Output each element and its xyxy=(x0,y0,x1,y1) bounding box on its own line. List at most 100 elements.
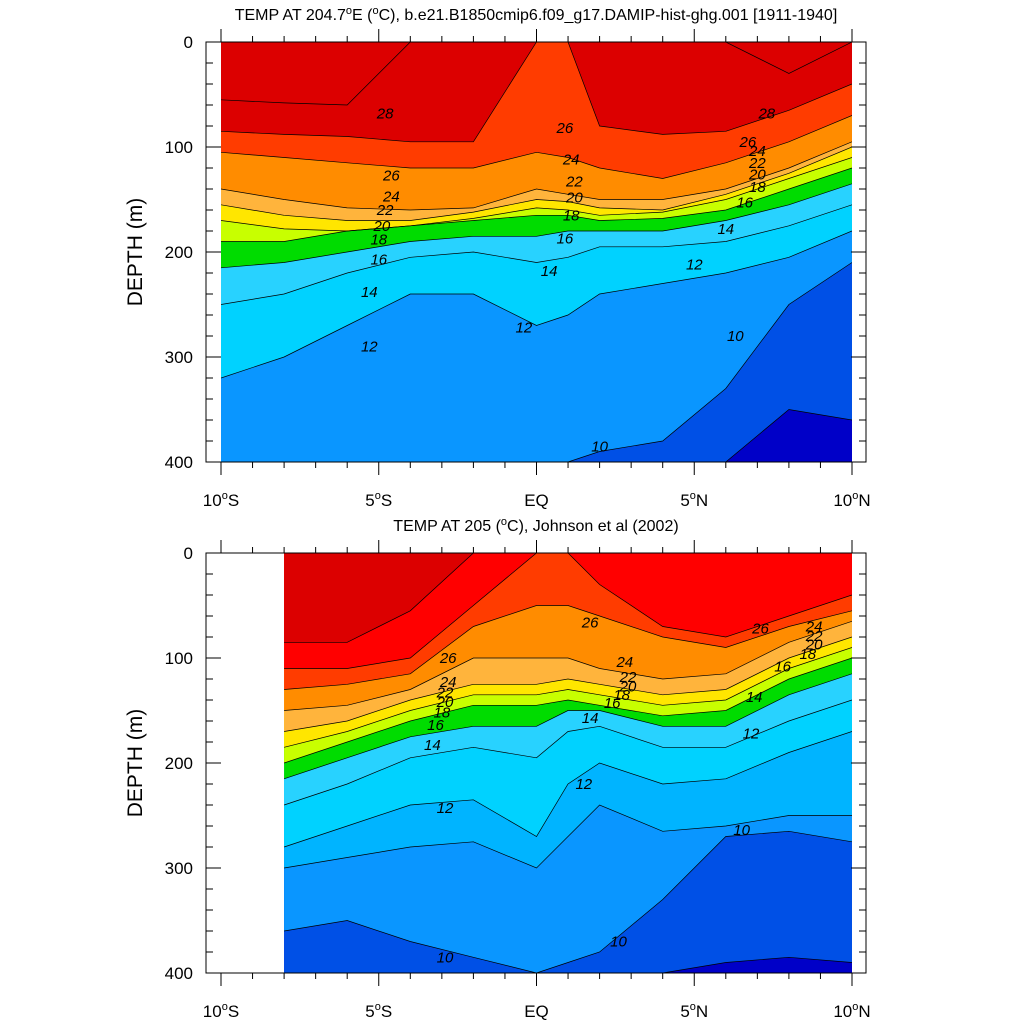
x-tick-label: 5oN xyxy=(680,1001,708,1021)
contour-label: 20 xyxy=(373,218,391,235)
isotherm-line xyxy=(221,204,852,305)
contour-label: 28 xyxy=(376,105,394,122)
isotherm-line xyxy=(283,699,852,806)
y-tick-label: 100 xyxy=(165,649,193,668)
contour-label: 24 xyxy=(615,654,633,671)
contour-label: 24 xyxy=(748,143,766,160)
isotherm-line xyxy=(221,42,852,143)
x-tick-label: 5oS xyxy=(365,1001,392,1021)
axes: 0 100 200 300 400 10oS 5oS EQ 5oN 10oN xyxy=(165,29,871,510)
y-tick-label: 0 xyxy=(184,33,193,52)
contour-label: 18 xyxy=(563,207,580,224)
contour-label: 26 xyxy=(556,120,574,137)
contour-label: 22 xyxy=(376,202,394,219)
y-tick-label: 200 xyxy=(165,243,193,262)
contour-label: 10 xyxy=(727,328,744,345)
contour-label: 22 xyxy=(619,669,637,686)
isotherm-line xyxy=(221,230,852,379)
contour-label: 10 xyxy=(437,949,454,966)
x-tick-label: 10oS xyxy=(203,1001,239,1021)
contour-label: 26 xyxy=(581,614,599,631)
contour-label: 10 xyxy=(733,822,750,839)
contour-fills xyxy=(221,42,852,462)
y-tick-label: 400 xyxy=(165,453,193,472)
isotherm-line xyxy=(221,409,852,462)
contour-label: 26 xyxy=(739,134,757,151)
contour-label: 18 xyxy=(613,687,630,704)
contour-label: 14 xyxy=(424,737,441,754)
isotherm-line xyxy=(283,657,852,764)
contour-label: 22 xyxy=(805,628,823,645)
contour-label: 20 xyxy=(748,166,766,183)
contour-label: 20 xyxy=(436,694,454,711)
contour-label: 18 xyxy=(799,646,816,663)
contour-label: 16 xyxy=(736,195,753,212)
x-tick-label: 10oS xyxy=(203,490,239,510)
y-tick-label: 100 xyxy=(165,138,193,157)
isotherm-line xyxy=(283,673,852,780)
contour-label: 20 xyxy=(805,636,823,653)
contour-label: 18 xyxy=(749,179,766,196)
isotherm-line xyxy=(221,115,852,179)
contour-label: 18 xyxy=(370,231,387,248)
contour-label: 12 xyxy=(437,800,454,817)
contour-label: 24 xyxy=(562,152,580,169)
contour-label: 18 xyxy=(434,705,451,722)
isotherm-line xyxy=(284,553,852,643)
contour-label: 24 xyxy=(382,188,400,205)
contour-fill-band xyxy=(284,553,852,643)
contour-label: 16 xyxy=(557,230,574,247)
contour-label: 14 xyxy=(746,689,763,706)
y-tick-label: 200 xyxy=(165,754,193,773)
contour-label: 28 xyxy=(757,105,775,122)
isotherm-line xyxy=(221,42,852,106)
isotherm-line xyxy=(221,141,852,211)
y-tick-label: 0 xyxy=(184,544,193,563)
contour-label: 22 xyxy=(748,155,766,172)
isotherm-line xyxy=(283,731,852,848)
x-tick-label: 10oN xyxy=(833,1001,870,1021)
y-axis-label: DEPTH (m) xyxy=(124,198,147,307)
isotherm-line xyxy=(284,605,852,690)
isotherm-line xyxy=(284,620,852,711)
contour-label: 16 xyxy=(427,717,444,734)
isotherm-line xyxy=(284,636,852,732)
contour-label: 26 xyxy=(439,650,457,667)
contour-label: 12 xyxy=(575,776,592,793)
y-tick-label: 400 xyxy=(165,964,193,983)
contour-label: 10 xyxy=(610,934,627,951)
contour-label: 12 xyxy=(686,257,703,274)
isotherm-line xyxy=(284,647,852,748)
y-axis-label: DEPTH (m) xyxy=(124,709,147,818)
contour-label: 20 xyxy=(619,678,637,695)
chart-title: TEMP AT 205 (oC), Johnson et al (2002) xyxy=(393,516,678,535)
isotherm-line xyxy=(221,157,852,232)
contour-label: 12 xyxy=(743,726,760,743)
axes: 0 100 200 300 400 10oS 5oS EQ 5oN 10oN xyxy=(165,540,871,1021)
isotherm-line xyxy=(284,804,852,869)
contour-label: 22 xyxy=(436,685,454,702)
x-tick-label: 5oS xyxy=(365,490,392,510)
chart-panel-model: TEMP AT 204.7oE (oC), b.e21.B1850cmip6.f… xyxy=(124,5,871,510)
isotherm-line xyxy=(284,830,852,973)
contour-label: 20 xyxy=(565,189,583,206)
contour-label: 24 xyxy=(439,674,457,691)
contour-label: 26 xyxy=(382,167,400,184)
contour-label: 16 xyxy=(370,251,387,268)
isotherm-line xyxy=(221,146,852,221)
contour-label: 12 xyxy=(361,339,378,356)
chart-panel-observations: TEMP AT 205 (oC), Johnson et al (2002) 2… xyxy=(124,516,871,1021)
contour-label: 16 xyxy=(774,658,791,675)
contour-fill-band xyxy=(221,42,852,105)
contour-lines xyxy=(221,42,852,462)
isotherm-line xyxy=(284,553,852,669)
x-tick-label: EQ xyxy=(524,491,549,510)
contour-lines xyxy=(283,553,852,973)
isotherm-line xyxy=(284,956,852,973)
contour-label: 14 xyxy=(541,263,558,280)
y-tick-label: 300 xyxy=(165,348,193,367)
contour-label: 14 xyxy=(717,221,734,238)
contour-fills xyxy=(284,553,852,973)
contour-label: 24 xyxy=(805,619,823,636)
